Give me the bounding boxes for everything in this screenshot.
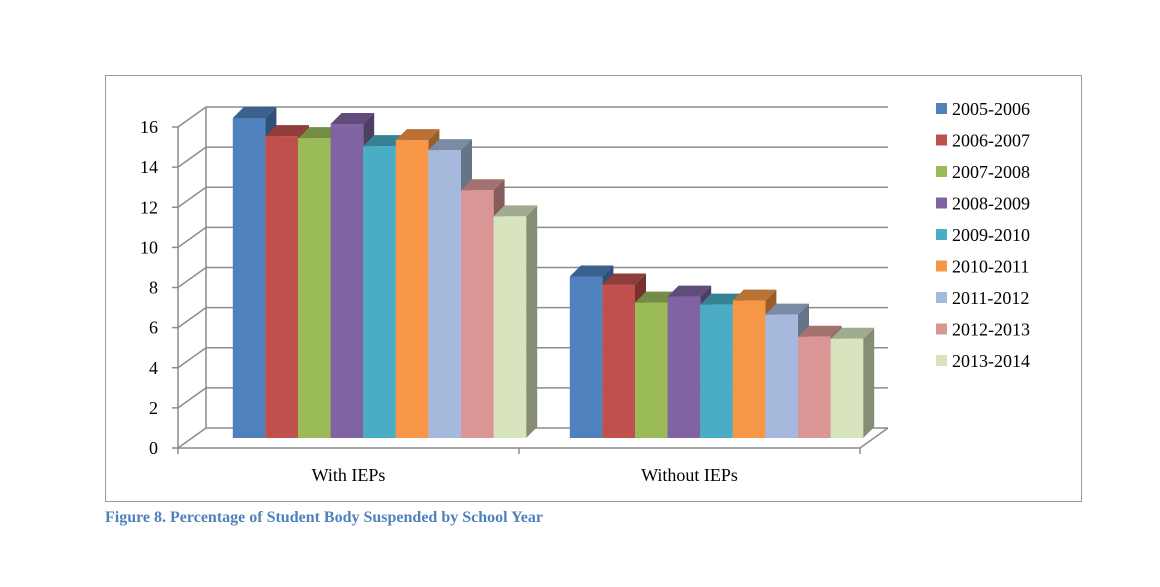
y-tick-label: 10 <box>140 237 158 257</box>
y-tick-label: 2 <box>149 398 158 418</box>
bar-2011-2012-With IEPs <box>428 150 461 438</box>
side-wall-line <box>177 106 207 128</box>
side-wall-line <box>177 186 207 208</box>
side-wall-line <box>177 347 207 369</box>
y-tick-label: 0 <box>149 438 158 458</box>
bar-2012-2013-With IEPs <box>461 190 494 438</box>
x-category-label: With IEPs <box>312 465 386 485</box>
legend-label: 2012-2013 <box>952 320 1030 340</box>
bar-2010-2011-With IEPs <box>395 140 429 438</box>
bar-top-2010-2011-With IEPs <box>395 129 440 141</box>
bar-2006-2007-With IEPs <box>265 136 298 438</box>
side-wall-line <box>177 427 207 449</box>
bar-top-2005-2006-Without IEPs <box>569 265 614 277</box>
bar-top-2013-2014-With IEPs <box>493 205 538 217</box>
side-wall-line <box>177 307 207 329</box>
legend-swatch-2010-2011 <box>936 260 947 272</box>
bars <box>232 107 875 439</box>
x-category-label: Without IEPs <box>641 465 738 485</box>
figure-caption: Figure 8. Percentage of Student Body Sus… <box>105 509 543 526</box>
bar-top-2011-2012-Without IEPs <box>765 303 809 315</box>
bar-top-2012-2013-With IEPs <box>461 179 505 191</box>
legend-swatch-2012-2013 <box>936 323 947 335</box>
legend-label: 2006-2007 <box>952 131 1030 151</box>
legend-label: 2013-2014 <box>952 351 1030 371</box>
bar-2013-2014-Without IEPs <box>830 338 864 438</box>
bar-2008-2009-Without IEPs <box>667 296 701 438</box>
bar-2010-2011-Without IEPs <box>732 300 766 438</box>
legend-label: 2008-2009 <box>952 194 1030 214</box>
bar-top-2006-2007-Without IEPs <box>602 273 646 285</box>
bar-2005-2006-Without IEPs <box>569 276 603 438</box>
chart-frame <box>105 75 1082 502</box>
bar-top-2010-2011-Without IEPs <box>732 289 777 301</box>
legend: 2005-2006 2006-2007 2007-2008 2008-2009 2009… <box>936 99 1030 371</box>
legend-label: 2005-2006 <box>952 99 1030 119</box>
floor-edge <box>859 427 889 449</box>
legend-swatch-2009-2010 <box>936 229 947 240</box>
y-tick-label: 4 <box>149 358 158 378</box>
legend-swatch-2005-2006 <box>936 103 947 114</box>
side-wall-line <box>177 146 207 168</box>
side-wall-line <box>177 226 207 248</box>
bar-2009-2010-Without IEPs <box>700 304 733 438</box>
bar-top-2006-2007-With IEPs <box>265 125 309 137</box>
legend-swatch-2006-2007 <box>936 134 947 146</box>
y-tick-label: 16 <box>140 117 158 137</box>
bar-2011-2012-Without IEPs <box>765 314 798 438</box>
bar-top-2008-2009-Without IEPs <box>667 285 712 297</box>
legend-label: 2010-2011 <box>952 257 1029 277</box>
y-tick-label: 6 <box>149 318 158 338</box>
legend-swatch-2007-2008 <box>936 166 947 177</box>
bar-top-2012-2013-Without IEPs <box>798 325 842 337</box>
y-tick-label: 14 <box>140 157 158 177</box>
legend-swatch-2011-2012 <box>936 292 947 303</box>
legend-label: 2009-2010 <box>952 225 1030 245</box>
bar-2009-2010-With IEPs <box>363 146 396 438</box>
bar-top-2011-2012-With IEPs <box>428 139 472 151</box>
side-wall-line <box>177 387 207 409</box>
bar-2013-2014-With IEPs <box>493 216 527 438</box>
bar-2007-2008-With IEPs <box>298 138 331 438</box>
legend-swatch-2008-2009 <box>936 197 947 209</box>
bar-top-2013-2014-Without IEPs <box>830 327 875 339</box>
axes: 0 2 4 6 8 10 12 14 16 With IEPs Without IEPs <box>140 107 889 485</box>
bar-2008-2009-With IEPs <box>330 124 364 439</box>
bar-top-2005-2006-With IEPs <box>232 107 277 119</box>
bar-side-2013-2014-With IEPs <box>526 205 538 438</box>
side-wall-line <box>177 266 207 289</box>
bar-2007-2008-Without IEPs <box>635 302 668 438</box>
bar-2006-2007-Without IEPs <box>602 284 635 438</box>
y-tick-label: 12 <box>140 197 158 217</box>
legend-swatch-2013-2014 <box>936 355 947 366</box>
bar-top-2008-2009-With IEPs <box>330 113 375 125</box>
bar-side-2013-2014-Without IEPs <box>863 327 875 438</box>
legend-label: 2011-2012 <box>952 288 1029 308</box>
bar-2005-2006-With IEPs <box>232 118 266 438</box>
y-tick-label: 8 <box>149 278 158 298</box>
legend-label: 2007-2008 <box>952 162 1030 182</box>
bar-2012-2013-Without IEPs <box>798 336 831 438</box>
